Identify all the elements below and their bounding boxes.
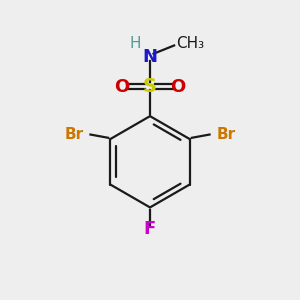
Text: O: O — [170, 78, 186, 96]
Text: Br: Br — [217, 127, 236, 142]
Text: O: O — [114, 78, 130, 96]
Text: Br: Br — [64, 127, 83, 142]
Text: F: F — [144, 220, 156, 238]
Text: CH₃: CH₃ — [176, 37, 205, 52]
Text: S: S — [143, 77, 157, 96]
Text: H: H — [130, 37, 141, 52]
Text: N: N — [142, 48, 158, 66]
